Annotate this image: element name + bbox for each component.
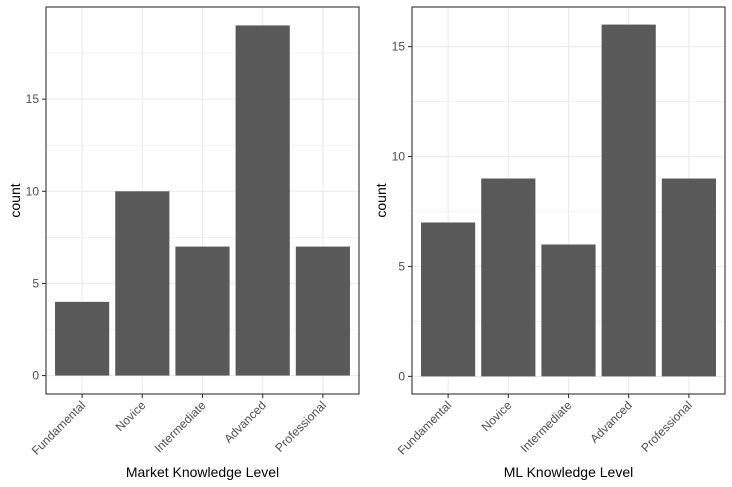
ml-y-axis-title: count <box>373 183 389 217</box>
market-y-tick-label: 0 <box>32 369 39 383</box>
market-y-tick-label: 15 <box>26 92 40 106</box>
market-bar-intermediate <box>175 246 230 376</box>
market-y-axis-title: count <box>7 183 23 217</box>
market-bar-professional <box>295 246 350 376</box>
ml-x-tick-label-fundamental: Fundamental <box>395 398 454 457</box>
ml-y-tick-label: 0 <box>398 369 405 383</box>
market-x-tick-label-novice: Novice <box>113 398 149 434</box>
market-bar-advanced <box>235 25 290 376</box>
ml-bar-professional <box>661 178 716 377</box>
market-chart: 0 5 10 15 Fundamental Novice Intermediate Advan… <box>7 6 360 480</box>
ml-x-tick-label-intermediate: Intermediate <box>518 398 575 455</box>
ml-bar-intermediate <box>541 244 596 377</box>
market-y-tick-label: 5 <box>32 276 39 290</box>
market-x-axis-title: Market Knowledge Level <box>126 464 279 480</box>
ml-x-tick-label-advanced: Advanced <box>587 398 635 446</box>
ml-y-tick-label: 5 <box>398 259 405 273</box>
ml-y-tick-label: 15 <box>392 40 406 54</box>
ml-chart: 0 5 10 15 Fundamental Novice Intermediate Advan… <box>373 6 726 480</box>
ml-x-axis-title: ML Knowledge Level <box>504 464 633 480</box>
market-x-tick-label-fundamental: Fundamental <box>29 398 88 457</box>
market-bar-fundamental <box>55 301 110 376</box>
market-x-tick-label-intermediate: Intermediate <box>152 398 209 455</box>
ml-bar-novice <box>481 178 536 377</box>
market-y-tick-label: 10 <box>26 184 40 198</box>
market-x-tick-label-professional: Professional <box>272 398 329 455</box>
ml-x-tick-label-professional: Professional <box>638 398 695 455</box>
market-x-tick-label-advanced: Advanced <box>221 398 269 446</box>
ml-x-tick-label-novice: Novice <box>479 398 515 434</box>
ml-bar-fundamental <box>421 222 476 377</box>
market-bar-novice <box>115 191 170 376</box>
ml-y-tick-label: 10 <box>392 150 406 164</box>
ml-bar-advanced <box>601 24 656 377</box>
